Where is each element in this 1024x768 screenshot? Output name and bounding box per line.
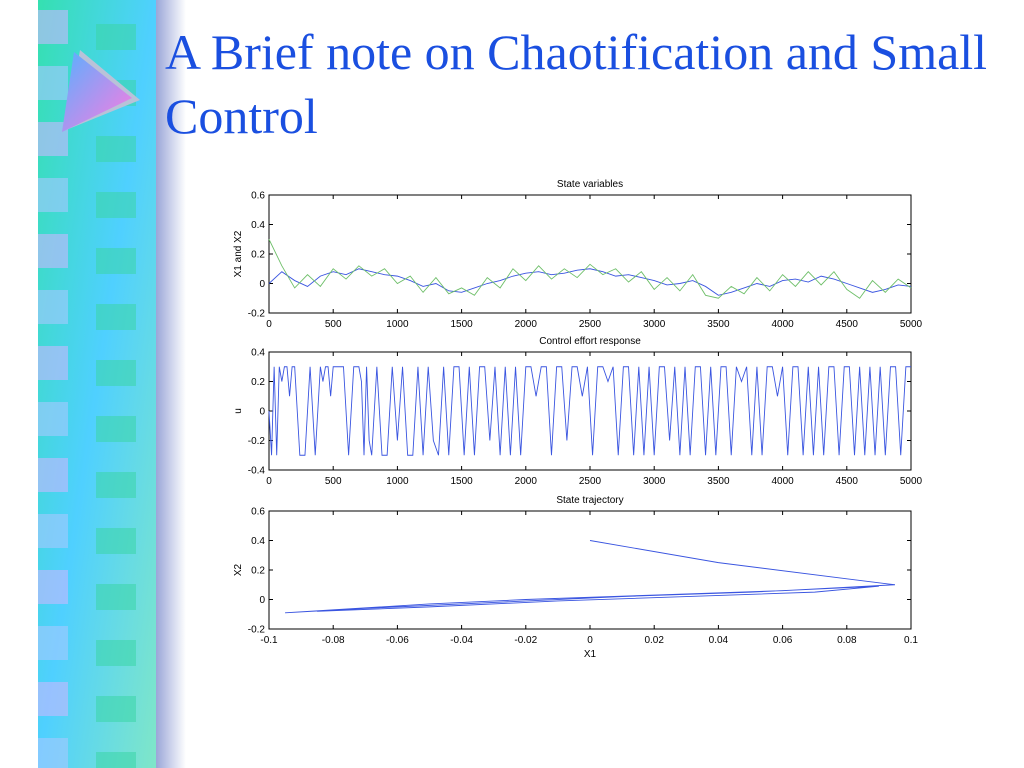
x-tick-label: -0.02	[514, 635, 537, 646]
x-tick-label: 1500	[450, 476, 473, 487]
x-tick-label: 4000	[771, 476, 794, 487]
arrow-bullet-icon	[62, 50, 140, 132]
y-tick-label: -0.2	[248, 625, 266, 636]
sidebar-block	[96, 640, 136, 666]
x-tick-label: 0	[266, 319, 272, 330]
y-tick-label: 0.4	[251, 536, 265, 547]
figure: 0 500 1000 1500 2000 2500 3000 3500 4000 4500 5000…	[233, 179, 923, 660]
x-tick-label: 3000	[643, 476, 666, 487]
slide-title: A Brief note on Chaotification and Small…	[165, 24, 988, 144]
x-tick-label: 500	[325, 319, 342, 330]
x-tick-label: 0	[587, 635, 593, 646]
sidebar-block	[96, 584, 136, 610]
x-tick-label: 0.04	[709, 635, 729, 646]
x-tick-label: 2000	[515, 476, 538, 487]
sidebar-block	[38, 626, 68, 660]
x-tick-label: 0.06	[773, 635, 793, 646]
y-tick-label: 0.2	[251, 566, 265, 577]
x-tick-label: 1000	[386, 319, 409, 330]
y-tick-label: 0.2	[251, 377, 265, 388]
sidebar-block	[96, 304, 136, 330]
y-tick-label: -0.4	[248, 466, 266, 477]
x-tick-label: -0.1	[260, 635, 278, 646]
x-tick-label: 4500	[836, 476, 859, 487]
x-tick-label: -0.04	[450, 635, 473, 646]
x-tick-label: 4000	[771, 319, 794, 330]
sidebar-block	[38, 514, 68, 548]
x-tick-label: 0	[266, 476, 272, 487]
y-axis-label: X2	[233, 563, 244, 576]
x-tick-label: 0.1	[904, 635, 918, 646]
chart-title: State variables	[557, 179, 623, 190]
sidebar-block	[38, 402, 68, 436]
y-axis-label: X1 and X2	[233, 230, 244, 277]
sidebar-block	[96, 360, 136, 386]
x-tick-label: -0.06	[386, 635, 409, 646]
series-line	[268, 268, 912, 296]
x-tick-label: 500	[325, 476, 342, 487]
sidebar-block	[38, 290, 68, 324]
sidebar-block	[38, 682, 68, 716]
y-tick-label: 0	[259, 279, 265, 290]
y-tick-label: -0.2	[248, 436, 266, 447]
sidebar-block	[96, 696, 136, 722]
x-tick-label: 1000	[386, 476, 409, 487]
x-tick-label: 2500	[579, 319, 602, 330]
chart-title: State trajectory	[556, 495, 623, 506]
sidebar-block	[38, 570, 68, 604]
sidebar-block	[38, 178, 68, 212]
x-tick-label: -0.08	[322, 635, 345, 646]
sidebar-block	[96, 136, 136, 162]
x-tick-label: 5000	[900, 319, 923, 330]
x-axis-label: X1	[584, 649, 597, 660]
y-tick-label: -0.2	[248, 309, 266, 320]
sidebar-block	[96, 24, 136, 50]
axes-frame	[268, 510, 912, 630]
series-line	[268, 239, 912, 299]
y-tick-label: 0	[259, 407, 265, 418]
x-tick-label: 0.08	[837, 635, 857, 646]
y-tick-label: 0.4	[251, 220, 265, 231]
sidebar-block	[96, 192, 136, 218]
x-tick-label: 2000	[515, 319, 538, 330]
sidebar-block	[96, 752, 136, 768]
sidebar-block	[38, 66, 68, 100]
x-tick-label: 5000	[900, 476, 923, 487]
sidebar-block	[38, 10, 68, 44]
sidebar-block	[38, 346, 68, 380]
chart-title: Control effort response	[539, 336, 641, 347]
x-tick-label: 2500	[579, 476, 602, 487]
x-tick-label: 3000	[643, 319, 666, 330]
y-tick-label: 0.6	[251, 507, 265, 518]
sidebar-block	[38, 234, 68, 268]
x-tick-label: 3500	[707, 319, 730, 330]
x-tick-label: 4500	[836, 319, 859, 330]
y-tick-label: 0	[259, 595, 265, 606]
y-axis-label: u	[233, 408, 244, 414]
x-tick-label: 1500	[450, 319, 473, 330]
x-tick-label: 3500	[707, 476, 730, 487]
sidebar-block	[38, 458, 68, 492]
series-line	[268, 366, 911, 456]
sidebar-block	[96, 248, 136, 274]
sidebar-block	[38, 738, 68, 768]
y-tick-label: 0.2	[251, 250, 265, 261]
series-line	[285, 540, 896, 614]
sidebar-block	[96, 416, 136, 442]
sidebar-block	[96, 472, 136, 498]
x-tick-label: 0.02	[644, 635, 664, 646]
axes-frame	[268, 194, 912, 314]
y-tick-label: 0.6	[251, 191, 265, 202]
y-tick-label: 0.4	[251, 348, 265, 359]
sidebar-block	[96, 528, 136, 554]
sidebar-pattern	[0, 0, 186, 768]
